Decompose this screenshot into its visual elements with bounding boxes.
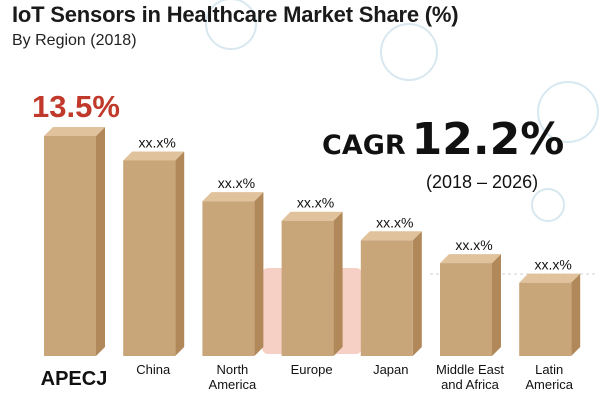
category-label: Japan [373,362,408,377]
value-label: xx.x% [218,175,255,191]
bar [202,201,255,356]
bars [44,127,581,356]
value-labels: 13.5% xx.x% xx.x% xx.x% xx.x% xx.x% xx.x% [32,89,572,273]
bar-top [123,151,185,161]
category-label: Europe [291,362,333,377]
background-circle-icon [531,188,565,222]
bar-side [333,211,343,356]
bar-top [281,211,343,221]
bar-side [175,151,185,356]
cagr-period: (2018 – 2026) [426,172,539,192]
bar-top [44,127,105,136]
bar-side [254,192,264,356]
bar [281,220,334,356]
bar-side [412,231,422,356]
category-labels: APECJ China North America Europe Japan Middle … [41,362,574,392]
background-circle-icon [380,23,438,81]
cagr-value: 12.2% [411,114,565,165]
bar-top [360,231,422,241]
bar-top [440,254,501,264]
bar [360,240,413,356]
bar [123,160,176,356]
bar-side [96,127,105,356]
value-label: xx.x% [535,257,572,273]
highlight-value-label: 13.5% [32,89,120,124]
bar [44,136,96,356]
value-label: xx.x% [376,214,413,230]
background-circle-icon [205,0,257,50]
category-label: Middle East and Africa [436,362,504,392]
category-label: China [136,362,171,377]
category-label: North America [209,362,257,392]
value-label: xx.x% [297,195,334,211]
bar-side [571,273,581,356]
value-label: xx.x% [455,237,492,253]
category-label: APECJ [41,368,108,390]
bar-side [492,254,501,356]
cagr-callout: CAGR 12.2% [322,114,564,165]
background-circle-icon [537,81,599,143]
bar-top [519,273,581,283]
category-label: Latin America [525,362,573,392]
value-label: xx.x% [139,134,176,150]
bar [519,282,572,356]
bar [440,263,492,356]
bar-top [202,192,264,202]
chart-title: IoT Sensors in Healthcare Market Share (… [12,2,459,27]
cagr-label: CAGR [322,130,406,161]
chart-subtitle: By Region (2018) [12,32,137,49]
